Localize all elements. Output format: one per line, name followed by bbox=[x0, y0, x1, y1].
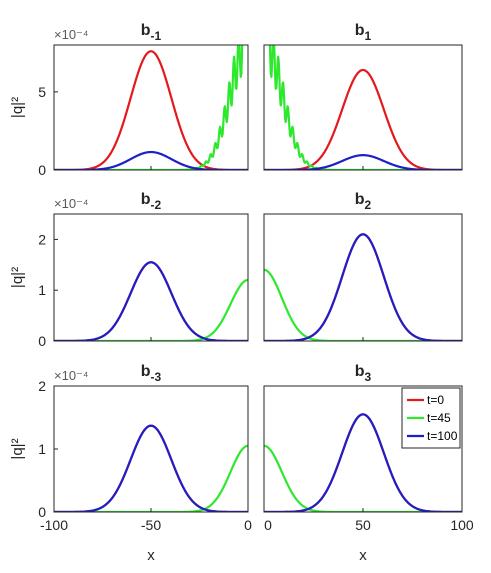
y-tick-label: 0 bbox=[38, 504, 46, 520]
series-line-t-100 bbox=[264, 233, 462, 341]
panel-title-sub: 1 bbox=[365, 29, 372, 43]
y-tick-label: 2 bbox=[38, 231, 46, 247]
x-tick-label: 0 bbox=[244, 517, 252, 533]
x-tick-label: 0 bbox=[264, 517, 272, 533]
axes-box bbox=[53, 213, 249, 342]
y-exponent-label: ×10⁻⁴ bbox=[54, 368, 89, 383]
series-line-t-45 bbox=[264, 268, 462, 341]
panel-b-2: b-2 0 1 2 ×10⁻⁴ |q|² bbox=[9, 191, 249, 349]
series-line-t-45 bbox=[54, 278, 248, 341]
y-axis-label: |q|² bbox=[9, 97, 26, 118]
y-tick-label: 0 bbox=[38, 333, 46, 349]
panel-b1: b1 bbox=[263, 22, 463, 171]
y-tick-label: 0 bbox=[38, 162, 46, 178]
series-group bbox=[54, 261, 248, 341]
series-line-t-100 bbox=[264, 413, 462, 512]
x-axis-label: x bbox=[147, 547, 155, 564]
series-line-t-45 bbox=[264, 444, 462, 512]
panel-title: b1 bbox=[355, 22, 372, 43]
y-axis-label: |q|² bbox=[9, 267, 26, 288]
axes-box bbox=[53, 385, 249, 513]
legend-label: t=100 bbox=[427, 429, 458, 443]
y-axis-label: |q|² bbox=[9, 438, 26, 459]
panel-title-sub: -1 bbox=[151, 29, 162, 43]
panel-title-base: b bbox=[141, 363, 151, 380]
x-tick-label: -100 bbox=[40, 517, 68, 533]
panel-title: b-2 bbox=[141, 191, 162, 212]
series-group bbox=[264, 413, 462, 512]
panel-b-3: b-3 0 1 2 ×10⁻⁴ -100 -50 0 |q|² x bbox=[9, 363, 252, 564]
panel-title-sub: 2 bbox=[365, 198, 372, 212]
panel-b2: b2 bbox=[263, 191, 463, 342]
series-line-t-0 bbox=[54, 424, 248, 512]
y-tick-label: 1 bbox=[38, 441, 46, 457]
legend-label: t=45 bbox=[427, 411, 451, 425]
y-exponent-label: ×10⁻⁴ bbox=[54, 196, 89, 211]
y-tick-label: 1 bbox=[38, 282, 46, 298]
series-group bbox=[264, 233, 462, 341]
x-axis-label: x bbox=[359, 547, 367, 564]
panel-title-base: b bbox=[141, 22, 151, 39]
panel-title-sub: -3 bbox=[151, 370, 162, 384]
panel-title-base: b bbox=[355, 363, 365, 380]
y-tick-label: 2 bbox=[38, 378, 46, 394]
x-tick-label: -50 bbox=[141, 517, 161, 533]
series-line-t-100 bbox=[54, 424, 248, 512]
x-tick-label: 50 bbox=[355, 517, 371, 533]
panel-b3: b3 0 50 100 x bbox=[263, 363, 474, 564]
panel-title: b3 bbox=[355, 363, 372, 384]
series-line-t-45 bbox=[54, 444, 248, 512]
series-line-t-0 bbox=[54, 261, 248, 341]
x-tick-label: 100 bbox=[450, 517, 474, 533]
y-exponent-label: ×10⁻⁴ bbox=[54, 27, 89, 42]
axes-box bbox=[263, 44, 463, 171]
panel-title-base: b bbox=[355, 22, 365, 39]
series-line-t-45 bbox=[54, 45, 244, 170]
panel-title-sub: 3 bbox=[365, 370, 372, 384]
panel-title: b2 bbox=[355, 191, 372, 212]
panel-title-base: b bbox=[355, 191, 365, 208]
series-line-t-45 bbox=[268, 45, 462, 170]
panel-title-sub: -2 bbox=[151, 198, 162, 212]
panel-title: b-1 bbox=[141, 22, 162, 43]
panel-b-1: b-1 0 5 ×10⁻⁴ |q|² bbox=[9, 22, 249, 178]
legend-label: t=0 bbox=[427, 393, 444, 407]
series-line-t-100 bbox=[54, 261, 248, 341]
panel-title: b-3 bbox=[141, 363, 162, 384]
y-tick-label: 5 bbox=[38, 84, 46, 100]
series-group bbox=[54, 424, 248, 512]
legend[interactable]: t=0 t=45 t=100 bbox=[401, 387, 461, 449]
panel-title-base: b bbox=[141, 191, 151, 208]
